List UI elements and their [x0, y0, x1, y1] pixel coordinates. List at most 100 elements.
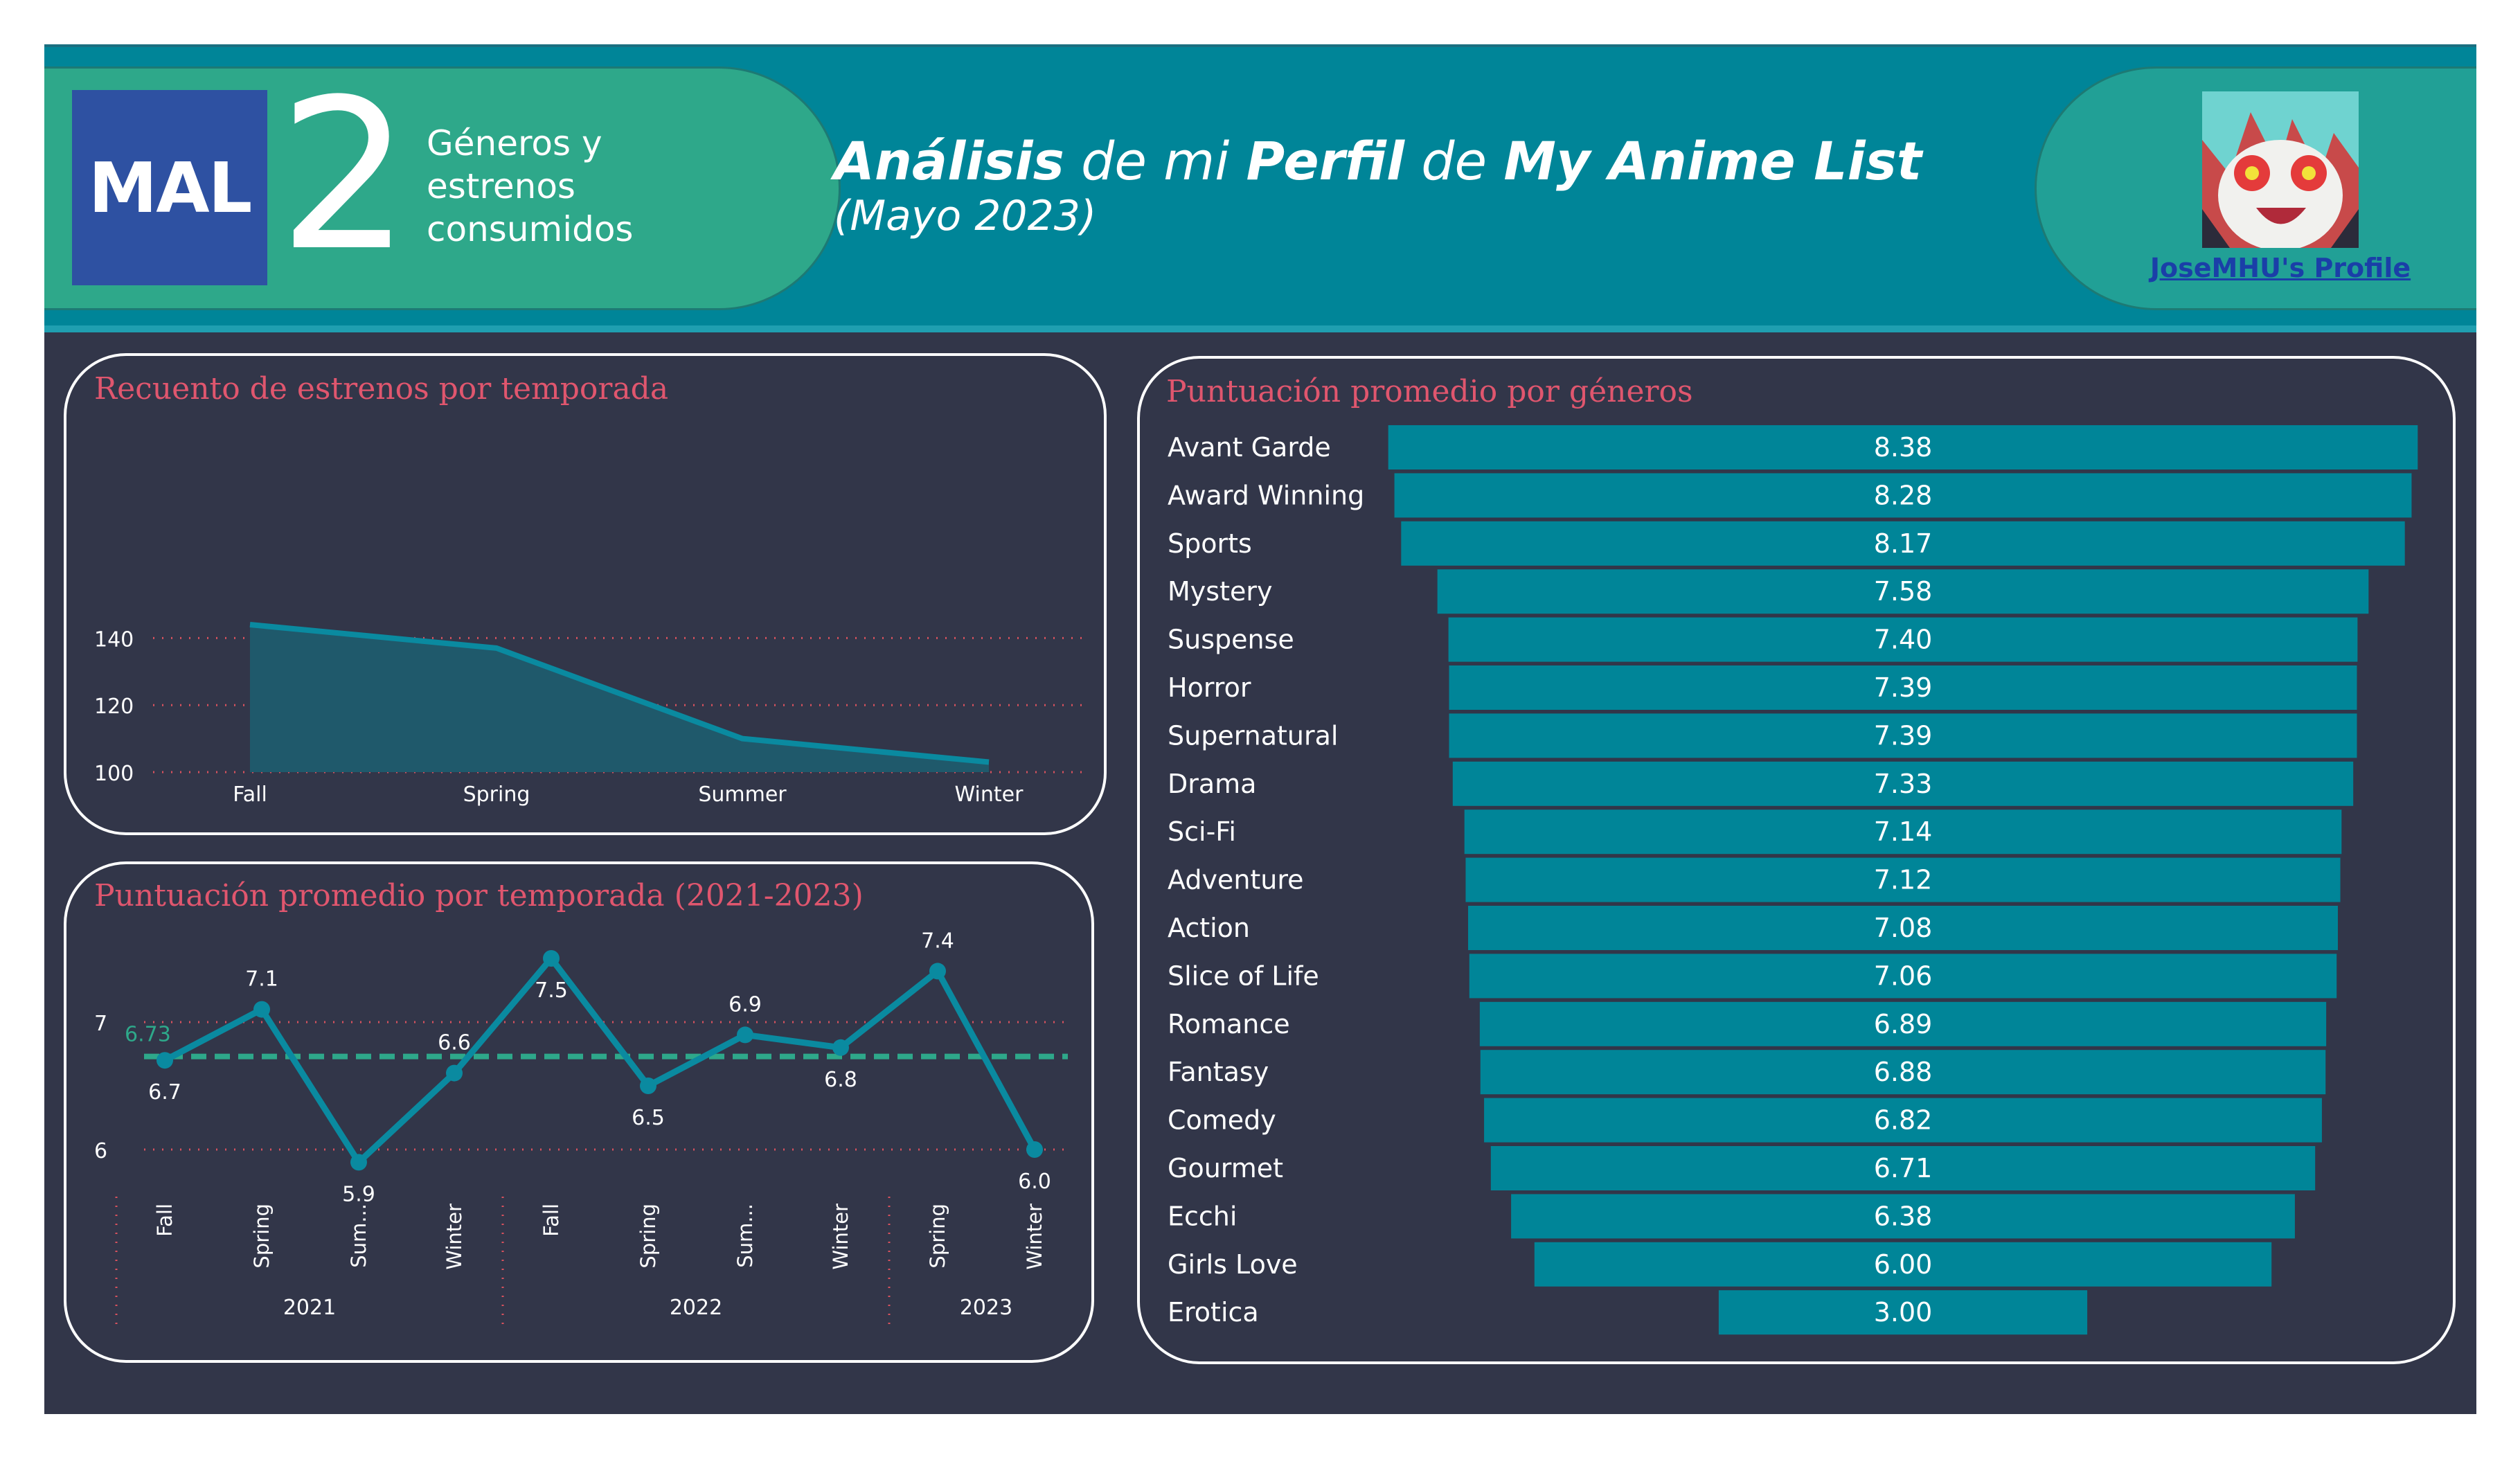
data-point	[640, 1078, 656, 1094]
section-label-line: consumidos	[427, 209, 634, 249]
bar-value-label: 7.08	[1874, 913, 1933, 943]
data-label: 6.5	[632, 1106, 665, 1130]
genre-label: Sci-Fi	[1168, 816, 1236, 847]
x-tick-label: Winter	[443, 1204, 466, 1270]
group-label: 2021	[283, 1296, 336, 1320]
data-point	[543, 950, 560, 967]
genre-bar	[1480, 1050, 2326, 1095]
genre-label: Romance	[1168, 1009, 1290, 1039]
series-line	[249, 622, 990, 765]
genre-bar	[1465, 857, 2341, 902]
bar-value-label: 6.38	[1874, 1201, 1933, 1231]
genre-bar	[1388, 425, 2418, 470]
header-banner: MAL 2 Géneros y estrenos consumidos Anál…	[44, 44, 2476, 325]
group-label: 2022	[670, 1296, 722, 1320]
chart-title: Recuento de estrenos por temporada	[94, 371, 669, 406]
genre-label: Drama	[1168, 769, 1256, 799]
data-label: 6.0	[1018, 1170, 1051, 1194]
y-tick-label: 7	[94, 1012, 107, 1036]
x-tick-label: Spring	[250, 1204, 274, 1269]
genre-bar	[1394, 473, 2412, 518]
genre-bar	[1449, 665, 2357, 710]
title-word: Análisis	[834, 130, 1064, 192]
genre-bar	[1490, 1146, 2316, 1190]
section-label-line: estrenos	[427, 166, 575, 206]
genre-bar	[1449, 713, 2357, 758]
genre-bar	[1464, 810, 2342, 855]
x-tick-label: Spring	[636, 1204, 660, 1269]
genre-label: Fantasy	[1168, 1057, 1269, 1087]
bar-value-label: 7.39	[1874, 720, 1933, 751]
genre-label: Award Winning	[1168, 480, 1364, 510]
season-count-chart: 140 120 100 Fall Spring Summer Winter	[94, 622, 1084, 807]
x-tick-label: Winter	[955, 783, 1024, 807]
x-tick-label: Sum...	[733, 1204, 757, 1268]
bar-value-label: 6.89	[1874, 1009, 1933, 1039]
bar-value-label: 7.14	[1874, 816, 1933, 847]
x-tick-label: Spring	[463, 783, 530, 807]
genre-label: Horror	[1168, 672, 1251, 703]
x-tick-label: Fall	[153, 1204, 177, 1237]
genre-bar	[1468, 906, 2338, 950]
genre-label: Supernatural	[1168, 720, 1338, 751]
season-score-panel: Puntuación promedio por temporada (2021-…	[64, 861, 1094, 1363]
bar-value-label: 6.82	[1874, 1105, 1933, 1136]
data-point	[832, 1039, 849, 1056]
group-label: 2023	[960, 1296, 1012, 1320]
chart-title: Puntuación promedio por géneros	[1166, 374, 1693, 409]
x-tick-label: Summer	[698, 783, 787, 807]
bar-value-label: 6.71	[1874, 1153, 1933, 1183]
profile-avatar	[2202, 91, 2359, 248]
genre-label: Girls Love	[1168, 1249, 1298, 1280]
x-tick-label: Winter	[1023, 1204, 1046, 1270]
title-word: de mi	[1064, 130, 1246, 192]
genre-score-chart: 8.38 Avant Garde 8.28 Award Winning 8.17 Spor…	[1168, 425, 2418, 1335]
genre-bar	[1511, 1194, 2295, 1239]
genre-label: Mystery	[1168, 576, 1272, 607]
x-tick-label: Sum...	[347, 1204, 370, 1268]
section-label-line: Géneros y	[427, 123, 602, 163]
dashboard-canvas: MAL 2 Géneros y estrenos consumidos Anál…	[44, 44, 2476, 1414]
mal-logo: MAL	[72, 90, 267, 285]
title-word: My Anime List	[1503, 130, 1922, 192]
data-label: 6.7	[148, 1080, 181, 1105]
data-label: 6.6	[438, 1031, 471, 1055]
bar-value-label: 7.33	[1874, 769, 1933, 799]
title-word: Perfil	[1246, 130, 1405, 192]
genre-label: Suspense	[1168, 625, 1294, 655]
genre-label: Avant Garde	[1168, 432, 1331, 463]
x-tick-label: Fall	[539, 1204, 563, 1237]
genre-label: Action	[1168, 913, 1250, 943]
data-point	[737, 1026, 753, 1044]
bar-value-label: 3.00	[1874, 1297, 1933, 1328]
genre-bar	[1469, 954, 2337, 999]
y-tick-label: 100	[94, 762, 134, 786]
genre-bar	[1452, 761, 2354, 806]
genre-label: Slice of Life	[1168, 960, 1319, 991]
y-tick-label: 120	[94, 695, 134, 719]
season-score-chart: 7 6 6.73 6.7 7.1 5.9 6.6 7.5 6.5 6.9 6.8 7.4 6.0 Fall…	[94, 929, 1068, 1324]
profile-link[interactable]: JoseMHU's Profile	[2150, 253, 2411, 283]
genre-bar	[1448, 617, 2358, 662]
genre-bar	[1534, 1242, 2272, 1287]
genre-bar	[1479, 1001, 2327, 1046]
data-point	[446, 1064, 463, 1082]
genre-label: Sports	[1168, 528, 1252, 559]
chart-title: Puntuación promedio por temporada (2021-…	[94, 878, 864, 913]
page-subtitle: (Mayo 2023)	[834, 192, 1097, 240]
bar-value-label: 6.00	[1874, 1249, 1933, 1280]
bar-value-label: 6.88	[1874, 1057, 1933, 1087]
genre-label: Ecchi	[1168, 1201, 1237, 1231]
data-label: 7.1	[245, 967, 278, 992]
bar-value-label: 7.06	[1874, 960, 1933, 991]
data-label: 7.4	[921, 929, 954, 953]
section-label: Géneros y estrenos consumidos	[427, 122, 717, 251]
bar-value-label: 8.28	[1874, 480, 1933, 510]
section-number: 2	[278, 55, 411, 296]
genre-label: Adventure	[1168, 865, 1304, 895]
mal-logo-text: MAL	[88, 147, 253, 229]
data-point	[253, 1001, 270, 1018]
series-area	[250, 625, 989, 772]
genre-label: Erotica	[1168, 1297, 1259, 1328]
x-tick-label: Spring	[926, 1204, 949, 1269]
